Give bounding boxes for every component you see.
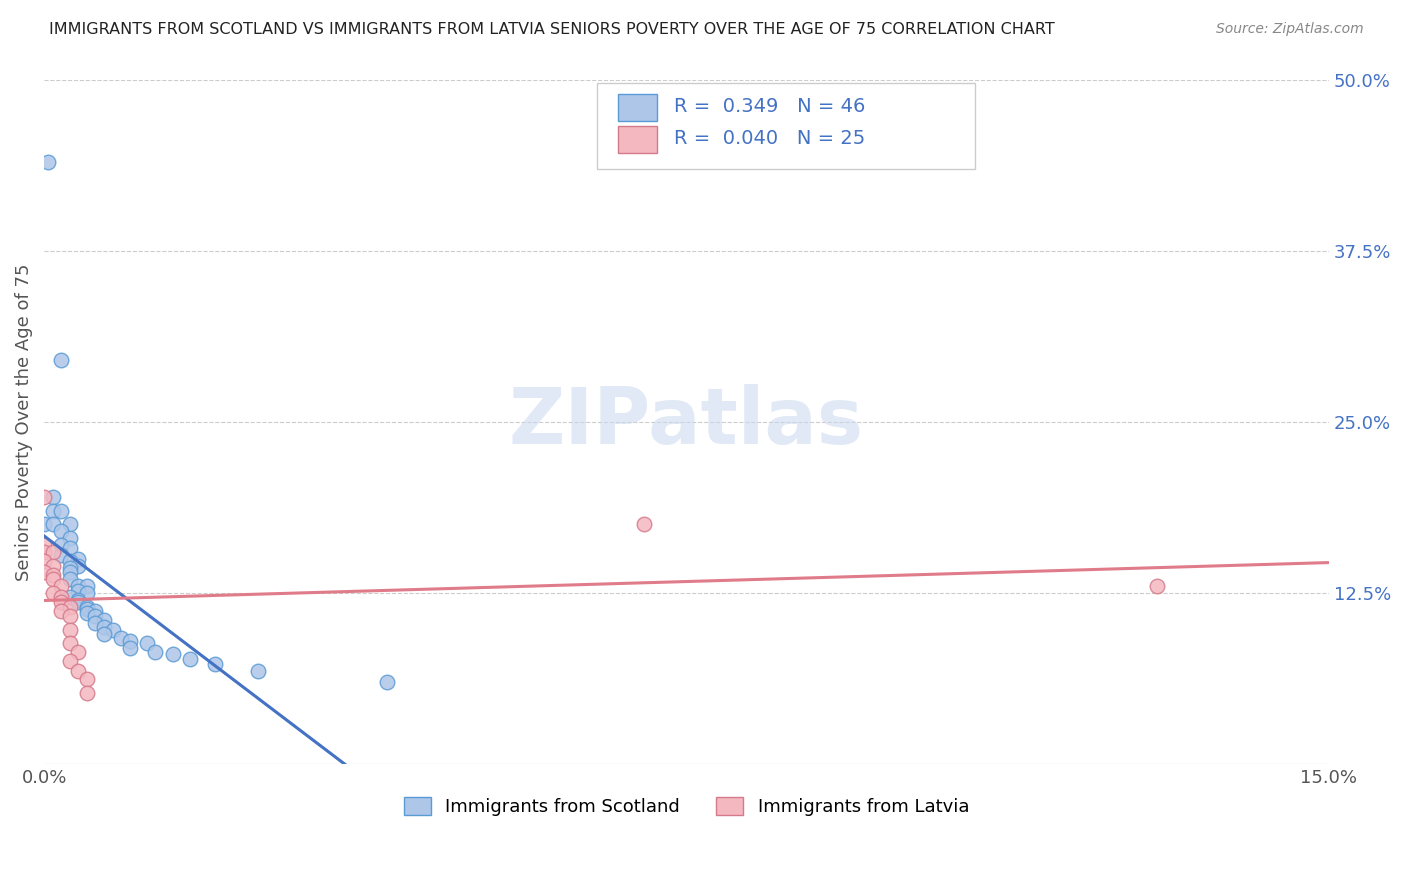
- Point: [32, 566, 55, 580]
- Point: [67, 579, 90, 593]
- Point: [118, 633, 141, 648]
- Point: [32, 538, 55, 552]
- Point: [1146, 579, 1168, 593]
- Point: [67, 584, 90, 599]
- Point: [51, 579, 73, 593]
- Point: [84, 609, 107, 624]
- Text: Source: ZipAtlas.com: Source: ZipAtlas.com: [1216, 22, 1364, 37]
- Point: [67, 558, 90, 573]
- Legend: Immigrants from Scotland, Immigrants from Latvia: Immigrants from Scotland, Immigrants fro…: [396, 789, 976, 823]
- Point: [51, 524, 73, 539]
- Point: [76, 579, 98, 593]
- Text: R =  0.040   N = 25: R = 0.040 N = 25: [673, 128, 865, 148]
- Point: [41, 504, 63, 518]
- Point: [76, 602, 98, 616]
- Y-axis label: Seniors Poverty Over the Age of 75: Seniors Poverty Over the Age of 75: [15, 263, 32, 581]
- Point: [101, 623, 124, 637]
- Point: [67, 664, 90, 678]
- Point: [67, 551, 90, 566]
- Point: [59, 609, 82, 624]
- Point: [633, 517, 655, 532]
- Point: [67, 595, 90, 609]
- Point: [76, 607, 98, 621]
- FancyBboxPatch shape: [596, 83, 976, 169]
- Point: [59, 572, 82, 586]
- Point: [59, 561, 82, 575]
- Point: [59, 590, 82, 604]
- Point: [51, 353, 73, 368]
- FancyBboxPatch shape: [619, 94, 657, 121]
- Point: [41, 545, 63, 559]
- Point: [59, 554, 82, 568]
- Point: [32, 545, 55, 559]
- Point: [76, 599, 98, 614]
- Point: [76, 672, 98, 686]
- Point: [51, 548, 73, 562]
- Point: [59, 531, 82, 545]
- Point: [41, 558, 63, 573]
- Point: [59, 566, 82, 580]
- Point: [375, 674, 398, 689]
- Point: [41, 586, 63, 600]
- Text: ZIPatlas: ZIPatlas: [509, 384, 863, 460]
- Point: [59, 654, 82, 668]
- Point: [51, 538, 73, 552]
- Point: [93, 620, 115, 634]
- Point: [162, 648, 184, 662]
- Point: [32, 490, 55, 504]
- Point: [59, 517, 82, 532]
- Point: [51, 604, 73, 618]
- Point: [247, 664, 270, 678]
- Point: [76, 686, 98, 700]
- Point: [59, 636, 82, 650]
- Point: [41, 568, 63, 582]
- Point: [84, 615, 107, 630]
- Point: [51, 504, 73, 518]
- Text: R =  0.349   N = 46: R = 0.349 N = 46: [673, 96, 865, 116]
- Point: [93, 627, 115, 641]
- Text: IMMIGRANTS FROM SCOTLAND VS IMMIGRANTS FROM LATVIA SENIORS POVERTY OVER THE AGE : IMMIGRANTS FROM SCOTLAND VS IMMIGRANTS F…: [49, 22, 1054, 37]
- Point: [84, 604, 107, 618]
- Point: [59, 623, 82, 637]
- Point: [67, 592, 90, 607]
- Point: [41, 572, 63, 586]
- Point: [118, 640, 141, 655]
- Point: [59, 541, 82, 555]
- Point: [59, 599, 82, 614]
- Point: [110, 631, 132, 645]
- Point: [37, 155, 59, 169]
- Point: [51, 595, 73, 609]
- Point: [76, 586, 98, 600]
- Point: [179, 651, 201, 665]
- Point: [93, 613, 115, 627]
- Point: [32, 554, 55, 568]
- Point: [204, 657, 226, 671]
- Point: [41, 517, 63, 532]
- Point: [67, 645, 90, 659]
- Point: [41, 490, 63, 504]
- Point: [32, 517, 55, 532]
- Point: [145, 645, 167, 659]
- FancyBboxPatch shape: [619, 126, 657, 153]
- Point: [135, 636, 157, 650]
- Point: [51, 590, 73, 604]
